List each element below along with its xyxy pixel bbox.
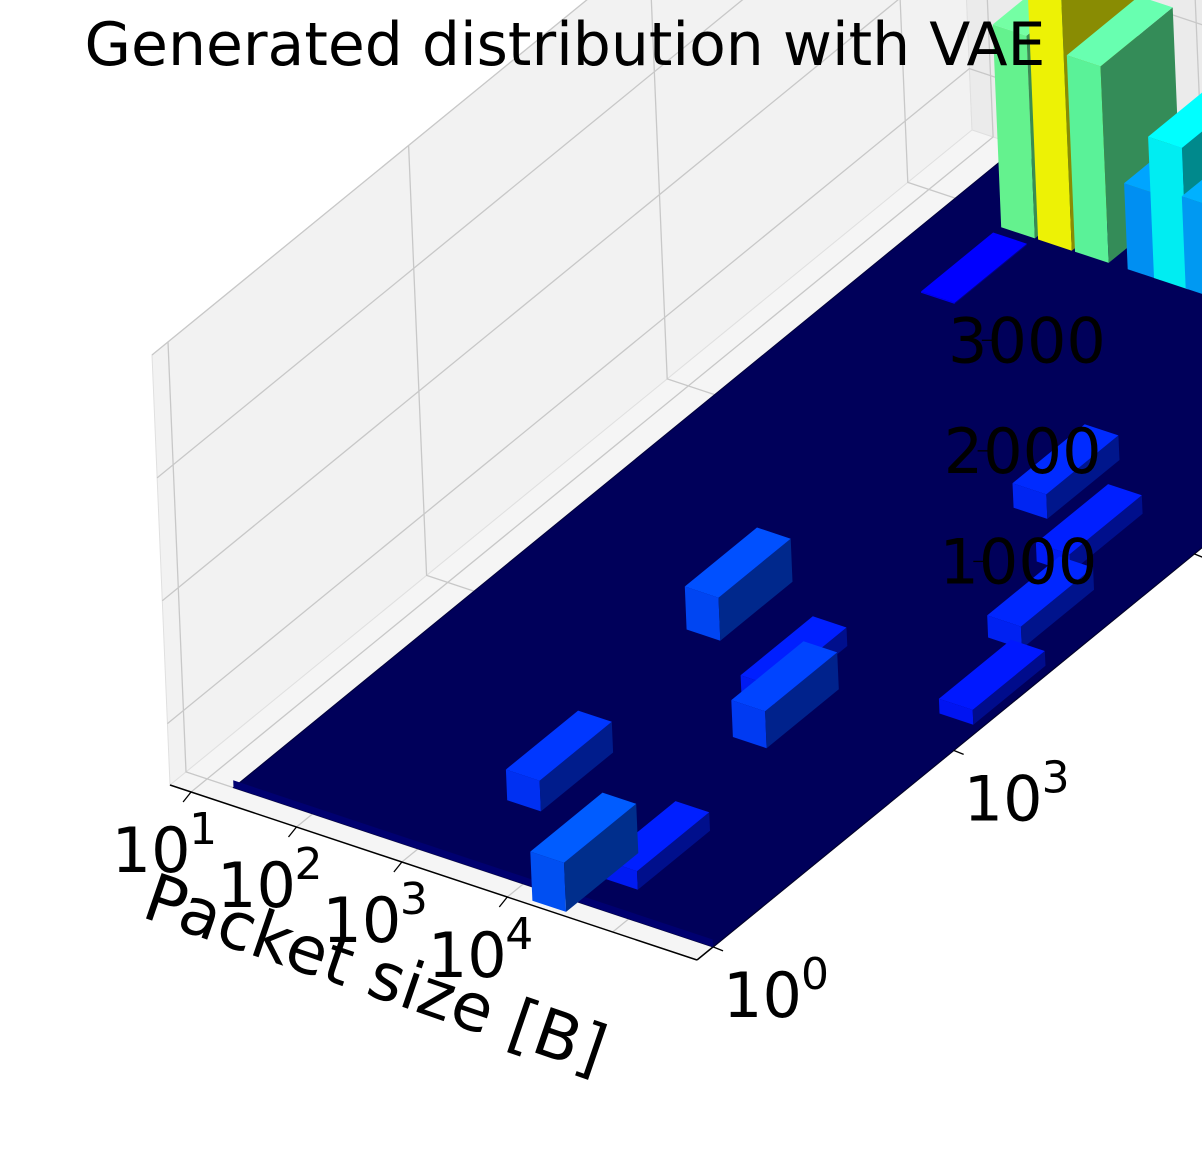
bar-top-face [731, 641, 838, 712]
histogram-floor-edge [233, 780, 713, 947]
bar [987, 556, 1094, 649]
bar-front-face [530, 851, 567, 912]
x-tick-mark [182, 791, 192, 803]
y-tick-label: 10 [964, 762, 1043, 835]
x-tick-mark [393, 861, 403, 873]
bar-top-face [1012, 424, 1119, 495]
y-tick-mark [1193, 553, 1202, 558]
bar-front-face [1181, 196, 1202, 294]
bar-side-face [765, 652, 839, 749]
x-tick-mark [498, 896, 508, 908]
bar-top-face [921, 232, 1027, 303]
z-grid-line [156, 0, 744, 479]
y-grid-line [899, 0, 1202, 281]
bar-front-face [1028, 0, 1072, 251]
bar-side-face [1069, 495, 1143, 573]
bar-side-face [1046, 435, 1120, 519]
bar-side-face [972, 651, 1046, 725]
z-tick-label: 2000 [944, 415, 1102, 488]
bar-front-face [987, 615, 1022, 649]
x-tick-mark [287, 826, 297, 838]
bar-top-face [938, 639, 1045, 710]
bar [505, 710, 614, 812]
bar-side-face [954, 243, 1027, 304]
bar-side-face [564, 803, 639, 912]
y-tick-exponent: 3 [1042, 752, 1070, 803]
bar [530, 792, 639, 912]
bar-front-face [1066, 55, 1109, 263]
bar [1012, 424, 1120, 519]
bar-top-face [530, 792, 637, 863]
z-tick-label: 1000 [939, 525, 1097, 598]
x-tick-exponent: 2 [294, 839, 322, 890]
y-tick-mark [953, 749, 964, 756]
z-tick-label: 3000 [948, 304, 1106, 377]
y-tick-mark [712, 946, 724, 952]
bar [731, 641, 839, 749]
z-grid-line [161, 0, 1202, 602]
bar-top-face [1066, 0, 1173, 67]
bar-front-face [505, 769, 541, 812]
x-tick-exponent: 1 [189, 804, 217, 855]
x-tick-exponent: 3 [400, 874, 428, 925]
bar [921, 232, 1027, 304]
bar-side-face [539, 721, 614, 812]
bar-side-face [718, 538, 793, 641]
bar [684, 527, 793, 641]
bars-layer [232, 0, 1202, 948]
tick-layer: 101102103104100103106109100020003000 [112, 304, 1202, 1032]
bar-front-face [731, 700, 767, 749]
bar-front-face [921, 291, 955, 304]
bar-top-face [987, 556, 1094, 627]
bar-front-face [938, 698, 974, 725]
x-tick-label: 10 [322, 884, 401, 957]
bar [1181, 179, 1202, 294]
bar-front-face [684, 586, 721, 641]
x-tick-label: 10 [112, 814, 191, 887]
z-grid-line [151, 0, 588, 356]
bar-top-face [1148, 92, 1202, 148]
x-tick-label: 10 [428, 919, 507, 992]
x-grid-line [190, 0, 994, 793]
y-tick-label: 10 [723, 959, 802, 1032]
y-tick-exponent: 0 [801, 949, 829, 1000]
bar-side-face [1020, 567, 1094, 649]
x-tick-label: 10 [217, 849, 296, 922]
chart-title: Generated distribution with VAE [85, 10, 1046, 80]
bar-top-face [1181, 179, 1202, 204]
bar-front-face [1012, 483, 1048, 519]
bar-side-face [637, 812, 710, 890]
x-tick-exponent: 4 [505, 909, 533, 960]
bar-top-face [684, 527, 791, 598]
x-axis-line [169, 784, 698, 961]
bar-front-face [992, 24, 1035, 239]
bar-top-face [1035, 484, 1142, 555]
bar-front-face [1148, 136, 1188, 290]
bar [938, 639, 1046, 725]
z-grid-line [166, 67, 1202, 725]
bar-top-face [505, 710, 612, 781]
